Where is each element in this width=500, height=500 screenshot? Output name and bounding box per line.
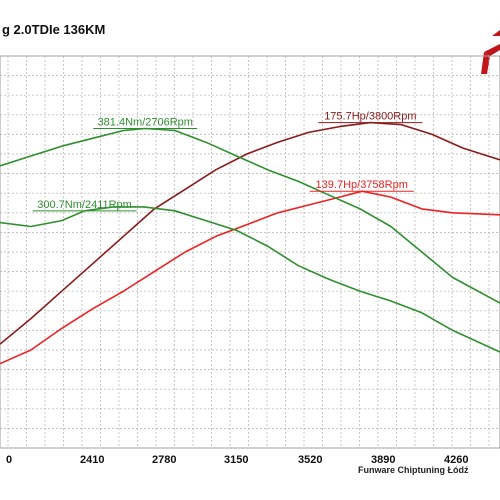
series-line-tuned_power <box>0 121 500 345</box>
chart-title: g 2.0TDIe 136KM <box>2 22 106 37</box>
brand-logo-icon <box>481 30 500 74</box>
chart-annotations: 381.4Nm/2706Rpm 300.7Nm/2411Rpm 175.7Hp/38… <box>32 111 423 212</box>
x-tick-label: 3150 <box>224 454 248 466</box>
series-line-tuned_torque <box>0 127 500 304</box>
x-tick-label: 4260 <box>444 454 468 466</box>
series-line-stock_torque <box>0 206 500 353</box>
x-tick-label: 2780 <box>152 454 176 466</box>
x-tick-label: 3890 <box>371 454 395 466</box>
series-line-stock_power <box>0 190 500 365</box>
peak-label: 139.7Hp/3758Rpm <box>316 179 408 191</box>
watermark-text: Funware Chiptuning Łódź <box>358 465 469 475</box>
x-tick-label: 2410 <box>80 454 104 466</box>
peak-label: 175.7Hp/3800Rpm <box>324 111 416 123</box>
chart-x-ticks: 0 2410 2780 3150 3520 3890 4260 <box>6 454 468 466</box>
peak-label: 300.7Nm/2411Rpm <box>37 199 132 211</box>
peak-label: 381.4Nm/2706Rpm <box>98 117 193 129</box>
chart-series <box>0 121 500 365</box>
x-tick-label: 3520 <box>298 454 322 466</box>
chart-grid <box>0 55 500 449</box>
x-tick-label: 0 <box>6 454 12 466</box>
